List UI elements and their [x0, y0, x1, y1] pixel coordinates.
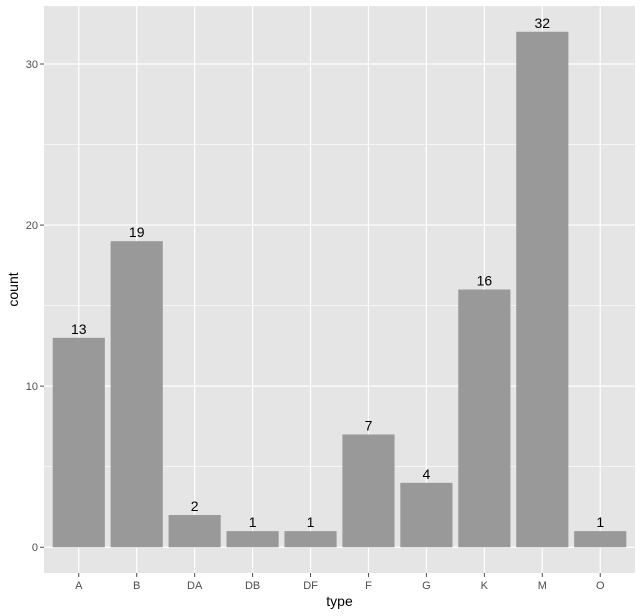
data-label-da: 2: [191, 498, 199, 514]
data-label-k: 16: [477, 273, 493, 289]
data-label-df: 1: [307, 514, 315, 530]
x-tick-label: F: [365, 580, 372, 592]
x-tick-label: K: [481, 580, 489, 592]
bar-db: [226, 531, 279, 548]
y-tick-label: 0: [32, 542, 38, 554]
x-tick-label: G: [422, 580, 431, 592]
bar-o: [574, 531, 627, 548]
data-label-a: 13: [71, 321, 87, 337]
data-label-db: 1: [249, 514, 257, 530]
y-tick-label: 20: [26, 220, 38, 232]
data-labels: 13 19 2 1 1 7 4 16 32 1: [71, 15, 604, 530]
data-label-b: 19: [129, 224, 145, 240]
y-tick-label: 30: [26, 59, 38, 71]
bar-a: [52, 337, 105, 548]
x-tick-label: A: [75, 580, 83, 592]
bar-da: [168, 515, 221, 548]
y-axis: 0 10 20 30: [26, 59, 44, 554]
x-tick-label: DF: [303, 580, 318, 592]
data-label-m: 32: [535, 15, 551, 31]
bar-g: [400, 482, 453, 548]
x-tick-label: DB: [245, 580, 260, 592]
bar-b: [110, 241, 163, 548]
y-tick-label: 10: [26, 381, 38, 393]
data-label-o: 1: [596, 514, 604, 530]
x-tick-label: M: [538, 580, 547, 592]
data-label-g: 4: [423, 466, 431, 482]
bar-m: [516, 31, 569, 548]
data-label-f: 7: [365, 417, 373, 433]
bar-df: [284, 531, 337, 548]
y-axis-title: count: [5, 272, 21, 306]
x-axis-title: type: [326, 593, 353, 609]
bar-f: [342, 434, 395, 548]
bars: [52, 31, 627, 548]
x-tick-label: DA: [187, 580, 203, 592]
bar-k: [458, 289, 511, 548]
x-tick-label: O: [596, 580, 605, 592]
x-tick-label: B: [133, 580, 140, 592]
x-axis: A B DA DB DF F G K M O: [75, 573, 605, 592]
